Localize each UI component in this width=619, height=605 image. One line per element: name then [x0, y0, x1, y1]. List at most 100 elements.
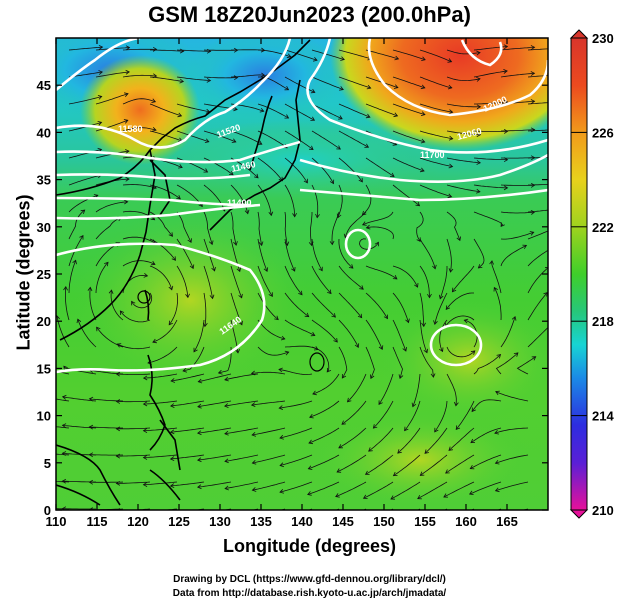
- streamline: [455, 400, 475, 430]
- streamline-arrow: [236, 267, 242, 273]
- streamline-arrow: [79, 234, 84, 240]
- streamline: [393, 454, 421, 477]
- streamline: [469, 481, 502, 495]
- streamline: [279, 400, 313, 409]
- streamline: [311, 265, 332, 294]
- streamline: [122, 98, 156, 105]
- streamline-arrow: [359, 285, 364, 290]
- streamline-arrow: [468, 490, 474, 495]
- streamline-arrow: [125, 45, 131, 51]
- streamline-arrow: [310, 331, 316, 337]
- streamline: [495, 352, 519, 375]
- streamline-arrow: [152, 46, 158, 52]
- streamline-arrow: [335, 493, 340, 498]
- streamline-arrow: [97, 121, 103, 126]
- streamline-arrow: [260, 72, 266, 78]
- streamline-arrow: [331, 313, 336, 318]
- streamline: [493, 287, 502, 321]
- streamline: [311, 76, 344, 90]
- streamline-arrow: [96, 326, 101, 332]
- streamline-arrow: [151, 127, 157, 132]
- streamline-arrow: [445, 469, 450, 474]
- streamline: [310, 212, 313, 246]
- streamline-arrow: [333, 337, 338, 343]
- streamline-arrow: [513, 352, 519, 357]
- streamline: [279, 454, 313, 466]
- streamline-arrow: [366, 84, 372, 90]
- streamline-arrow: [198, 512, 202, 516]
- streamline-arrow: [131, 300, 136, 306]
- streamline: [284, 238, 296, 272]
- streamline: [278, 369, 313, 375]
- colorbar-bar: [570, 37, 588, 511]
- colorbar-tick-label: 214: [592, 409, 614, 424]
- streamline: [359, 238, 379, 250]
- streamline: [143, 454, 178, 458]
- streamline-arrow: [152, 338, 157, 344]
- streamline-arrow: [365, 113, 371, 119]
- streamline-arrow: [430, 373, 436, 378]
- streamline: [176, 265, 189, 298]
- streamline-arrow: [238, 320, 243, 326]
- streamline-arrow: [326, 367, 332, 373]
- streamline-arrow: [36, 394, 40, 398]
- streamline: [203, 265, 213, 299]
- streamline-arrow: [179, 78, 185, 84]
- streamline: [68, 209, 85, 240]
- streamline-arrow: [447, 84, 453, 90]
- streamline: [331, 211, 340, 245]
- streamline: [500, 316, 516, 348]
- streamline-arrow: [104, 261, 109, 267]
- streamline: [193, 319, 205, 352]
- x-tick-label: 160: [455, 514, 477, 529]
- streamline: [419, 292, 425, 327]
- streamline: [373, 400, 394, 429]
- streamline: [392, 265, 418, 288]
- streamline: [110, 290, 124, 321]
- streamline-arrow: [254, 173, 259, 179]
- streamline-arrow: [211, 266, 216, 272]
- streamline: [62, 396, 97, 402]
- streamline: [116, 481, 151, 484]
- streamline-arrow: [35, 506, 39, 510]
- streamline-arrow: [224, 485, 229, 491]
- streamline-arrow: [338, 444, 343, 449]
- streamline-arrow: [238, 293, 243, 299]
- x-tick-label: 120: [127, 514, 149, 529]
- streamline-arrow: [286, 53, 292, 59]
- streamline-arrow: [307, 491, 312, 496]
- streamline-arrow: [142, 401, 148, 407]
- streamline: [392, 319, 407, 352]
- streamline-arrow: [530, 45, 536, 50]
- streamline: [365, 49, 399, 60]
- streamline-arrow: [304, 312, 310, 318]
- streamline: [446, 238, 452, 273]
- colorbar: 230 226 222 218 214 210: [569, 29, 614, 519]
- streamline-arrow: [209, 294, 215, 300]
- streamline-arrow: [404, 426, 409, 432]
- streamline: [279, 481, 313, 493]
- streamline-arrow: [284, 114, 290, 119]
- streamline-arrow: [445, 305, 451, 311]
- streamline-arrow: [56, 315, 60, 320]
- streamline-arrow: [308, 439, 314, 445]
- streamline-arrow: [555, 226, 559, 230]
- streamline-arrow: [98, 44, 104, 50]
- streamline: [362, 211, 394, 226]
- x-tick-label: 155: [414, 514, 436, 529]
- streamline: [311, 103, 343, 120]
- streamline: [419, 103, 453, 113]
- streamline-arrow: [476, 104, 482, 110]
- streamline: [341, 400, 367, 425]
- streamline: [516, 356, 536, 375]
- streamline: [311, 346, 330, 373]
- streamline: [197, 454, 232, 461]
- streamline: [527, 292, 548, 321]
- streamline-arrow: [228, 170, 234, 176]
- streamline: [284, 319, 315, 336]
- streamline-arrow: [336, 468, 342, 473]
- streamline-arrow: [303, 178, 308, 184]
- streamline-arrow: [206, 77, 212, 83]
- streamline-arrow: [411, 402, 417, 408]
